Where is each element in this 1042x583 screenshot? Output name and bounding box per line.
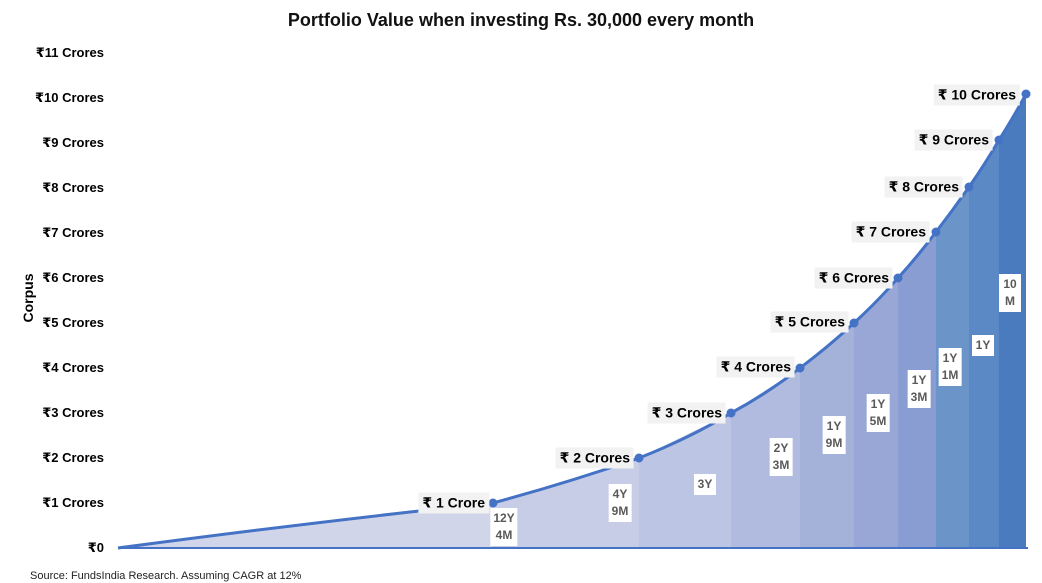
y-tick: ₹4 Crores (42, 360, 104, 375)
milestone-label: ₹ 10 Crores (933, 84, 1020, 106)
milestone-label: ₹ 6 Crores (814, 267, 893, 289)
band-10 (999, 94, 1026, 548)
y-tick: ₹3 Crores (42, 405, 104, 420)
duration-label: 1Y 3M (907, 370, 931, 408)
duration-label: 1Y 9M (822, 416, 846, 454)
duration-label: 4Y 9M (608, 484, 632, 522)
band-4 (731, 368, 800, 548)
marker (726, 408, 736, 418)
milestone-label: ₹ 9 Crores (914, 129, 993, 151)
y-tick: ₹2 Crores (42, 450, 104, 465)
duration-label: 3Y (694, 474, 716, 495)
y-tick: ₹9 Crores (42, 135, 104, 150)
duration-label: 1Y 1M (938, 348, 962, 386)
marker (795, 363, 805, 373)
milestone-markers (488, 89, 1031, 508)
marker (849, 318, 859, 328)
y-tick: ₹5 Crores (42, 315, 104, 330)
marker (893, 273, 903, 283)
chart-title: Portfolio Value when investing Rs. 30,00… (287, 10, 755, 30)
y-tick: ₹0 (87, 540, 104, 555)
marker (964, 182, 974, 192)
y-tick: ₹1 Crores (42, 495, 104, 510)
duration-label: 12Y 4M (490, 508, 518, 546)
milestone-label: ₹ 7 Crores (851, 221, 930, 243)
milestone-label: ₹ 5 Crores (770, 311, 849, 333)
y-tick: ₹7 Crores (42, 225, 104, 240)
y-tick: ₹8 Crores (42, 180, 104, 195)
y-tick: ₹11 Crores (35, 45, 104, 60)
duration-label: 2Y 3M (769, 438, 793, 476)
milestone-label: ₹ 1 Crore (418, 492, 489, 514)
band-3 (639, 413, 731, 548)
marker (488, 498, 498, 508)
duration-label: 1Y (972, 335, 994, 356)
y-tick: ₹6 Crores (42, 270, 104, 285)
marker (931, 227, 941, 237)
duration-label: 1Y 5M (866, 394, 890, 432)
duration-label: 10 M (999, 274, 1021, 312)
marker (634, 453, 644, 463)
marker (994, 135, 1004, 145)
marker (1021, 89, 1031, 99)
milestone-label: ₹ 4 Crores (716, 356, 795, 378)
band-2 (493, 458, 639, 548)
milestone-label: ₹ 2 Crores (555, 447, 634, 469)
milestone-label: ₹ 3 Crores (647, 402, 726, 424)
milestone-label: ₹ 8 Crores (884, 176, 963, 198)
source-note: Source: FundsIndia Research. Assuming CA… (30, 570, 302, 582)
y-tick: ₹10 Crores (34, 90, 104, 105)
